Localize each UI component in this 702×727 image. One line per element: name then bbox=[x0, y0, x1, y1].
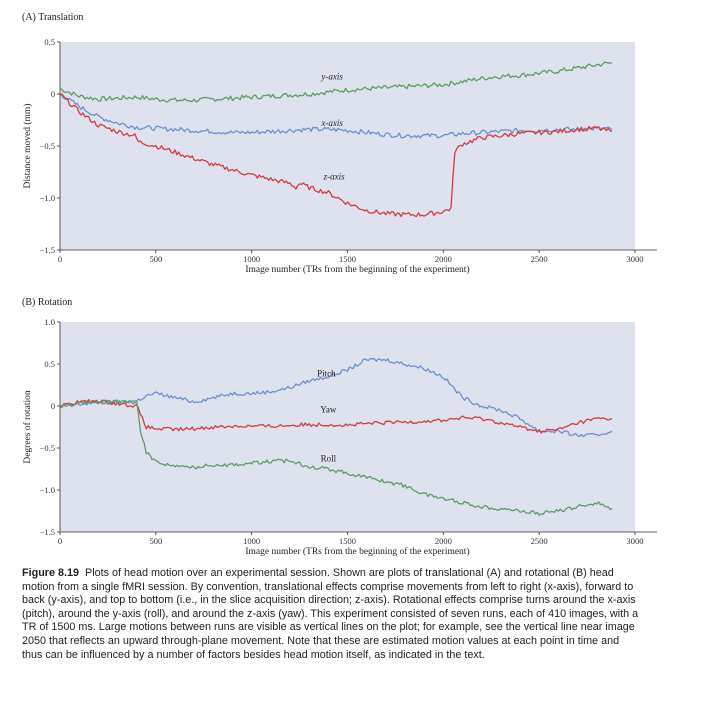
y-tick-label: −1.5 bbox=[40, 245, 55, 255]
x-tick-label: 3000 bbox=[627, 254, 644, 264]
panel-title: (A) Translation bbox=[22, 12, 83, 23]
series-label-pitch: Pitch bbox=[317, 369, 336, 379]
series-line-roll bbox=[60, 399, 613, 516]
y-tick-label: 0 bbox=[51, 89, 55, 99]
y-tick-label: −0.5 bbox=[40, 141, 55, 151]
x-tick-label: 3000 bbox=[627, 536, 644, 546]
series-line-y-axis bbox=[60, 61, 613, 103]
y-tick-label: 0.5 bbox=[44, 359, 55, 369]
series-label-y-axis: y-axis bbox=[320, 71, 343, 81]
x-axis-label: Image number (TRs from the beginning of … bbox=[245, 264, 469, 275]
y-tick-label: 0.5 bbox=[44, 37, 55, 47]
plot-area bbox=[60, 322, 635, 532]
y-tick-label: −1.5 bbox=[40, 527, 55, 537]
series-label-yaw: Yaw bbox=[320, 405, 337, 415]
y-tick-label: 1.0 bbox=[44, 317, 55, 327]
series-line-yaw bbox=[60, 399, 613, 434]
y-tick-label: −1.0 bbox=[40, 485, 55, 495]
x-tick-label: 2500 bbox=[531, 536, 548, 546]
x-tick-label: 0 bbox=[58, 536, 62, 546]
y-tick-label: −1.0 bbox=[40, 193, 55, 203]
y-tick-label: −0.5 bbox=[40, 443, 55, 453]
series-line-pitch bbox=[60, 357, 613, 438]
figure-label: Figure 8.19 bbox=[22, 567, 80, 579]
series-line-x-axis bbox=[60, 93, 613, 139]
y-axis-label: Distance moved (mm) bbox=[22, 104, 33, 189]
y-axis-label: Degrees of rotation bbox=[22, 390, 33, 464]
x-axis-label: Image number (TRs from the beginning of … bbox=[245, 546, 469, 557]
x-tick-label: 500 bbox=[149, 254, 162, 264]
x-tick-label: 2000 bbox=[435, 536, 452, 546]
series-line-z-axis bbox=[60, 93, 613, 218]
x-tick-label: 2500 bbox=[531, 254, 548, 264]
y-tick-label: 0 bbox=[51, 401, 55, 411]
x-tick-label: 500 bbox=[149, 536, 162, 546]
x-tick-label: 1500 bbox=[339, 536, 356, 546]
series-label-x-axis: x-axis bbox=[320, 118, 343, 128]
x-tick-label: 1000 bbox=[243, 254, 260, 264]
x-tick-label: 2000 bbox=[435, 254, 452, 264]
caption-text: Plots of head motion over an experimenta… bbox=[22, 567, 639, 661]
x-tick-label: 1500 bbox=[339, 254, 356, 264]
panel-title: (B) Rotation bbox=[22, 297, 72, 308]
x-tick-label: 1000 bbox=[243, 536, 260, 546]
x-tick-label: 0 bbox=[58, 254, 62, 264]
series-label-z-axis: z-axis bbox=[323, 171, 345, 181]
series-label-roll: Roll bbox=[321, 453, 337, 463]
figure-caption: Figure 8.19 Plots of head motion over an… bbox=[22, 567, 642, 662]
